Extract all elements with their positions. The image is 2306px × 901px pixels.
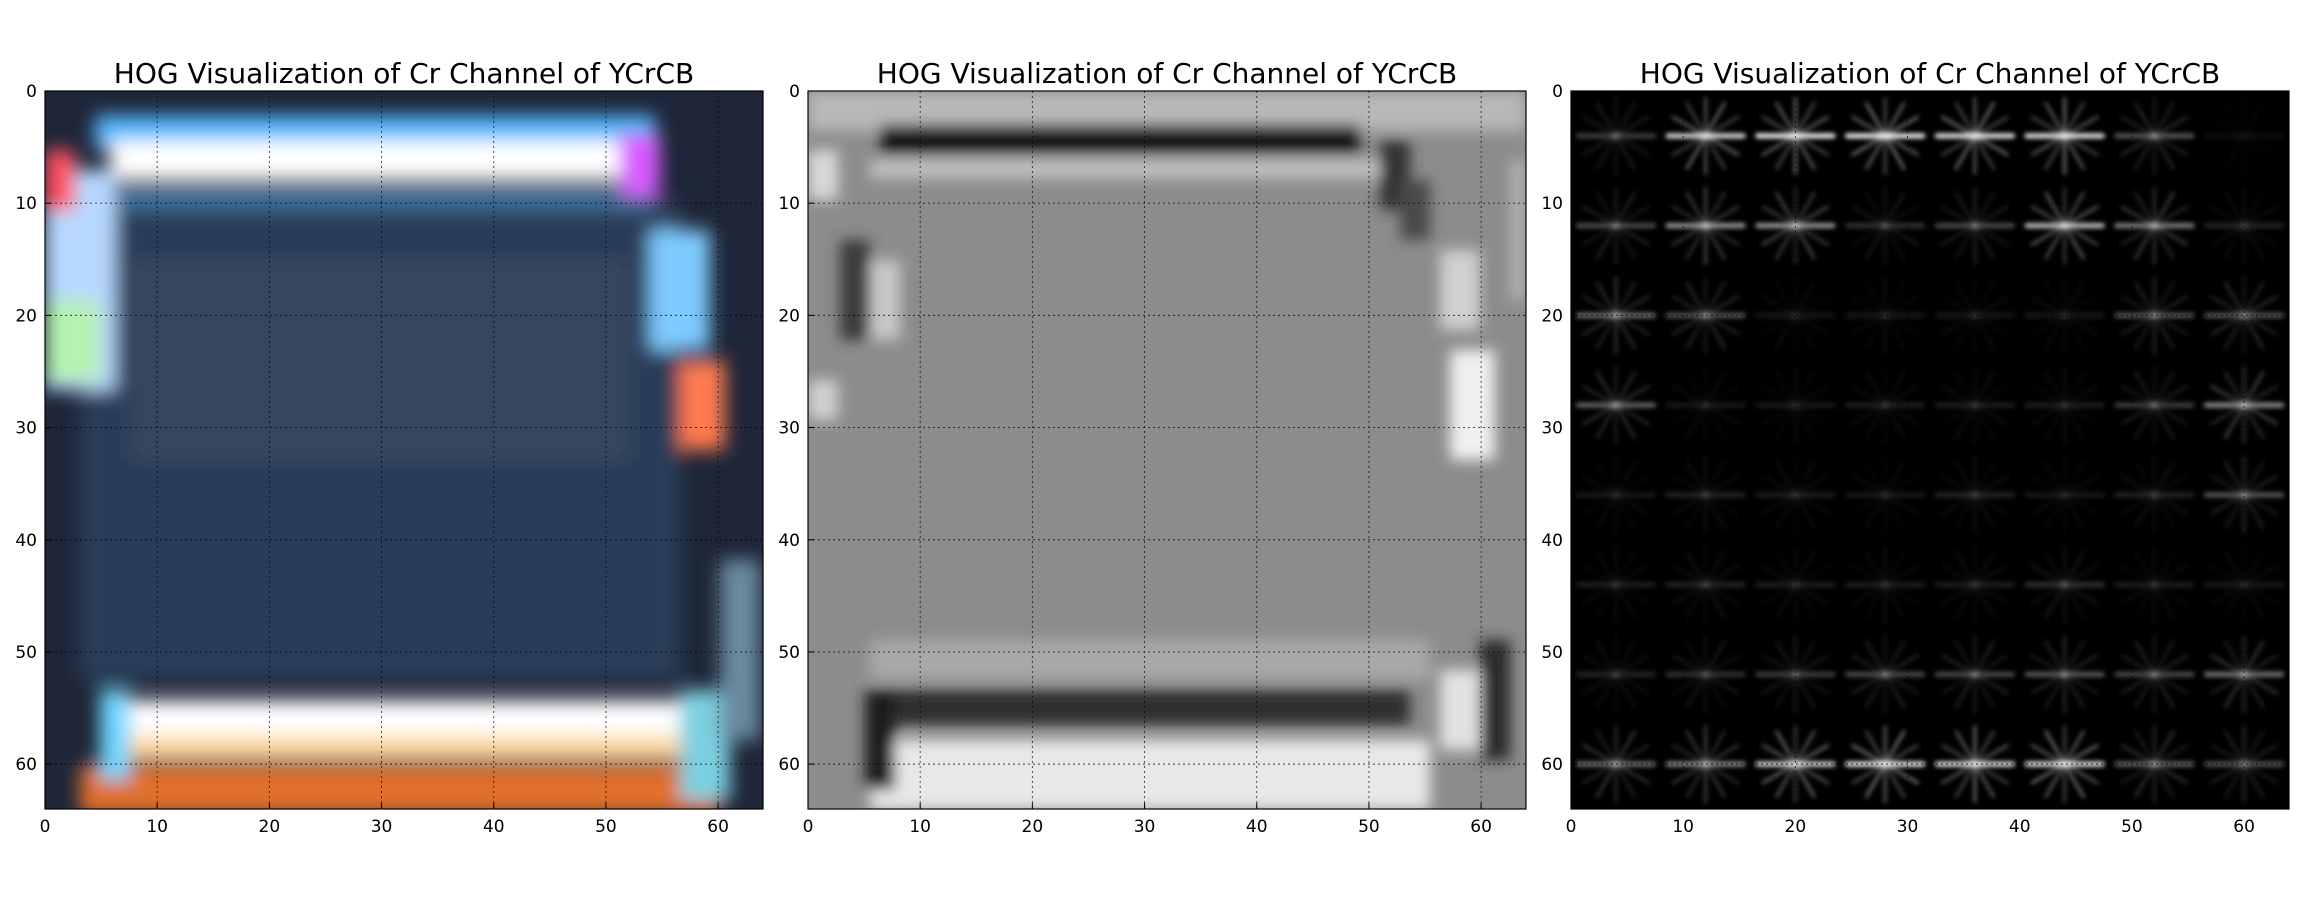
- y-tick-label: 60: [15, 755, 37, 775]
- panel-1: HOG Visualization of Cr Channel of YCrCB: [15, 57, 763, 837]
- y-tick-label: 60: [1541, 755, 1563, 775]
- x-tick-label: 40: [1246, 817, 1268, 837]
- y-tick-label: 20: [1541, 306, 1563, 326]
- panel-2: HOG Visualization of Cr Channel of YCrCB: [778, 57, 1526, 837]
- x-tick-label: 60: [1470, 817, 1492, 837]
- y-tick-label: 60: [778, 755, 800, 775]
- panel-3-title: HOG Visualization of Cr Channel of YCrCB: [1640, 57, 2220, 90]
- x-tick-label: 30: [1897, 817, 1919, 837]
- y-tick-label: 30: [15, 419, 37, 439]
- y-tick-label: 10: [15, 194, 37, 214]
- x-tick-label: 40: [2009, 817, 2031, 837]
- x-tick-label: 50: [595, 817, 617, 837]
- y-tick-label: 50: [1541, 643, 1563, 663]
- x-tick-label: 30: [1134, 817, 1156, 837]
- x-tick-label: 20: [1785, 817, 1807, 837]
- y-tick-label: 40: [15, 531, 37, 551]
- y-tick-label: 30: [778, 419, 800, 439]
- y-tick-label: 40: [1541, 531, 1563, 551]
- y-tick-label: 30: [1541, 419, 1563, 439]
- y-tick-label: 10: [1541, 194, 1563, 214]
- x-tick-label: 10: [146, 817, 168, 837]
- y-tick-label: 0: [789, 82, 800, 102]
- x-tick-label: 10: [1672, 817, 1694, 837]
- y-tick-label: 40: [778, 531, 800, 551]
- x-tick-label: 30: [371, 817, 393, 837]
- x-tick-label: 0: [803, 817, 814, 837]
- panel-3-image: [1571, 91, 2289, 809]
- x-tick-label: 20: [259, 817, 281, 837]
- x-tick-label: 60: [2233, 817, 2255, 837]
- y-tick-label: 20: [778, 306, 800, 326]
- x-tick-label: 50: [2121, 817, 2143, 837]
- panel-1-image: [45, 91, 763, 815]
- panel-2-image: [808, 91, 1526, 810]
- y-tick-label: 50: [778, 643, 800, 663]
- x-tick-label: 10: [909, 817, 931, 837]
- panel-2-title: HOG Visualization of Cr Channel of YCrCB: [877, 57, 1457, 90]
- y-tick-label: 20: [15, 306, 37, 326]
- x-tick-label: 50: [1358, 817, 1380, 837]
- x-tick-label: 20: [1022, 817, 1044, 837]
- y-tick-label: 0: [1552, 82, 1563, 102]
- x-tick-label: 40: [483, 817, 505, 837]
- x-tick-label: 0: [1566, 817, 1577, 837]
- y-tick-label: 0: [26, 82, 37, 102]
- x-tick-label: 60: [707, 817, 729, 837]
- panel-3: HOG Visualization of Cr Channel of YCrCB…: [1541, 57, 2289, 837]
- panel-1-title: HOG Visualization of Cr Channel of YCrCB: [114, 57, 694, 90]
- y-tick-label: 10: [778, 194, 800, 214]
- y-tick-label: 50: [15, 643, 37, 663]
- x-tick-label: 0: [40, 817, 51, 837]
